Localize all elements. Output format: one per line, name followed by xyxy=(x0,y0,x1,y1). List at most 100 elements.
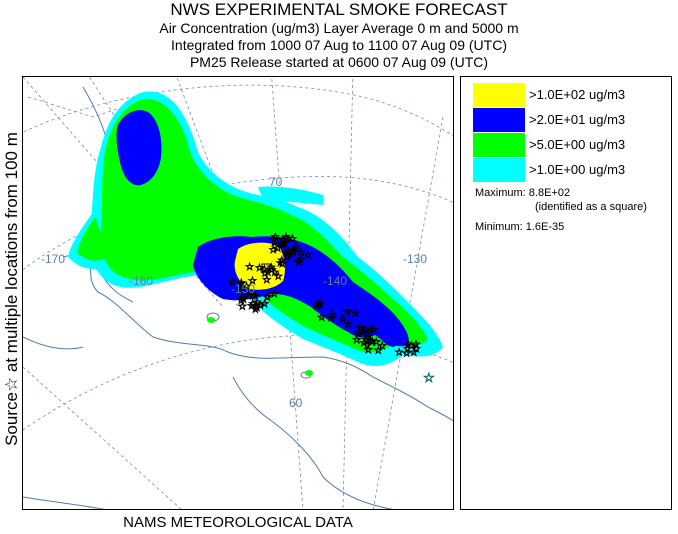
source-star-marker: ☆ xyxy=(270,238,279,249)
lon-label-140: -140 xyxy=(323,274,347,288)
source-star-marker: ☆ xyxy=(366,324,375,335)
source-star-marker: ☆ xyxy=(244,289,253,300)
source-star-marker: ☆ xyxy=(374,346,383,357)
source-star-marker: ☆ xyxy=(402,349,411,360)
source-star-marker: ☆ xyxy=(412,344,421,355)
source-star-marker: ☆ xyxy=(256,300,265,311)
source-star-marker: ☆ xyxy=(303,250,312,261)
source-star-marker: ☆ xyxy=(253,298,262,309)
source-star-marker: ☆ xyxy=(239,295,248,306)
source-star-marker: ☆ xyxy=(283,252,292,263)
source-star-marker: ☆ xyxy=(338,314,347,325)
source-star-marker: ☆ xyxy=(237,278,246,289)
source-star-marker: ☆ xyxy=(317,312,326,323)
source-star-marker: ☆ xyxy=(278,259,287,270)
source-star-marker: ☆ xyxy=(404,340,413,351)
source-star-marker: ☆ xyxy=(252,303,261,314)
source-star-marker: ☆ xyxy=(279,239,288,250)
source-star-marker: ☆ xyxy=(278,240,287,251)
source-star-marker: ☆ xyxy=(361,325,370,336)
source-star-marker: ☆ xyxy=(378,341,387,352)
source-star-marker: ☆ xyxy=(242,281,251,292)
source-star-marker: ☆ xyxy=(238,293,247,304)
subtitle-release: PM25 Release started at 0600 07 Aug 09 (… xyxy=(189,54,489,70)
source-star-marker: ☆ xyxy=(261,269,270,280)
source-star-marker: ☆ xyxy=(296,247,305,258)
source-location-label: Source☆ at multiple locations from 100 m xyxy=(2,132,21,446)
source-star-marker: ☆ xyxy=(269,245,278,256)
source-star-marker: ☆ xyxy=(276,258,285,269)
source-star-marker: ☆ xyxy=(237,279,246,290)
source-star-marker: ☆ xyxy=(260,265,269,276)
source-star-marker: ☆ xyxy=(357,328,366,339)
source-star-marker: ☆ xyxy=(351,308,360,319)
source-star-marker: ☆ xyxy=(267,265,276,276)
source-star-marker: ☆ xyxy=(255,263,264,274)
source-star-marker: ☆ xyxy=(364,345,373,356)
source-star-marker: ☆ xyxy=(356,323,365,334)
fire-source-markers: ☆☆☆☆☆☆☆☆☆☆☆☆☆ ☆☆☆☆☆☆☆☆☆☆☆☆☆☆☆☆ ☆☆☆☆☆☆ ☆☆ ☆☆☆… xyxy=(228,231,422,360)
source-star-marker: ☆ xyxy=(409,348,418,359)
source-star-marker: ☆ xyxy=(363,341,372,352)
legend-swatch-very-high xyxy=(473,83,525,107)
source-star-marker: ☆ xyxy=(248,299,257,310)
source-star-marker: ☆ xyxy=(238,301,247,312)
isolated-source-marker: ☆ xyxy=(423,370,435,385)
source-star-marker: ☆ xyxy=(237,284,246,295)
source-star-marker: ☆ xyxy=(270,289,279,300)
source-star-marker: ☆ xyxy=(262,275,271,286)
source-star-marker: ☆ xyxy=(228,278,237,289)
source-star-marker: ☆ xyxy=(263,292,272,303)
source-star-marker: ☆ xyxy=(263,268,272,279)
source-star-marker: ☆ xyxy=(277,255,286,266)
source-star-marker: ☆ xyxy=(364,332,373,343)
source-star-marker: ☆ xyxy=(245,262,254,273)
legend-swatch-high xyxy=(473,108,525,132)
source-star-marker: ☆ xyxy=(359,338,368,349)
source-star-marker: ☆ xyxy=(412,340,421,351)
source-star-marker: ☆ xyxy=(270,267,279,278)
source-star-marker: ☆ xyxy=(288,247,297,258)
source-star-marker: ☆ xyxy=(369,325,378,336)
source-star-marker: ☆ xyxy=(280,238,289,249)
source-star-marker: ☆ xyxy=(343,307,352,318)
subtitle-concentration: Air Concentration (ug/m3) Layer Average … xyxy=(159,20,519,36)
maximum-concentration-marker xyxy=(261,263,271,273)
lat-label-70: 70 xyxy=(269,175,283,189)
source-star-marker: ☆ xyxy=(344,319,353,330)
source-star-marker: ☆ xyxy=(282,232,291,243)
source-star-marker: ☆ xyxy=(316,300,325,311)
legend-swatch-low xyxy=(473,158,525,182)
source-star-marker: ☆ xyxy=(288,234,297,245)
source-star-marker: ☆ xyxy=(395,347,404,358)
source-star-marker: ☆ xyxy=(270,235,279,246)
subtitle-integration: Integrated from 1000 07 Aug to 1100 07 A… xyxy=(171,37,507,53)
source-star-marker: ☆ xyxy=(368,337,377,348)
source-star-marker: ☆ xyxy=(407,341,416,352)
meteorological-data-source: NAMS METEOROLOGICAL DATA xyxy=(123,514,353,531)
source-star-marker: ☆ xyxy=(327,313,336,324)
source-star-marker: ☆ xyxy=(274,271,283,282)
source-star-marker: ☆ xyxy=(289,248,298,259)
graticule-labels: -170 -160 -150 -140 -130 70 60 xyxy=(41,175,427,410)
lon-label-170: -170 xyxy=(41,252,65,266)
source-star-marker: ☆ xyxy=(237,295,246,306)
source-star-marker: ☆ xyxy=(284,247,293,258)
source-star-marker: ☆ xyxy=(250,291,259,302)
legend-label-low: >1.0E+00 ug/m3 xyxy=(529,162,626,177)
maximum-note: (identified as a square) xyxy=(535,201,647,213)
source-star-marker: ☆ xyxy=(313,302,322,313)
source-star-marker: ☆ xyxy=(251,305,260,316)
source-star-marker: ☆ xyxy=(296,254,305,265)
legend-label-very-high: >1.0E+02 ug/m3 xyxy=(529,87,626,102)
source-star-marker: ☆ xyxy=(363,330,372,341)
source-star-marker: ☆ xyxy=(248,291,257,302)
lon-label-150: -150 xyxy=(231,282,255,296)
lat-label-60: 60 xyxy=(289,396,303,410)
legend-label-high: >2.0E+01 ug/m3 xyxy=(529,112,626,127)
smoke-map: ☆☆☆☆☆☆☆☆☆☆☆☆☆ ☆☆☆☆☆☆☆☆☆☆☆☆☆☆☆☆ ☆☆☆☆☆☆ ☆☆ ☆☆☆… xyxy=(23,77,453,509)
lon-label-130: -130 xyxy=(403,252,427,266)
source-star-marker: ☆ xyxy=(314,299,323,310)
source-star-marker: ☆ xyxy=(248,276,257,287)
source-star-marker: ☆ xyxy=(292,242,301,253)
